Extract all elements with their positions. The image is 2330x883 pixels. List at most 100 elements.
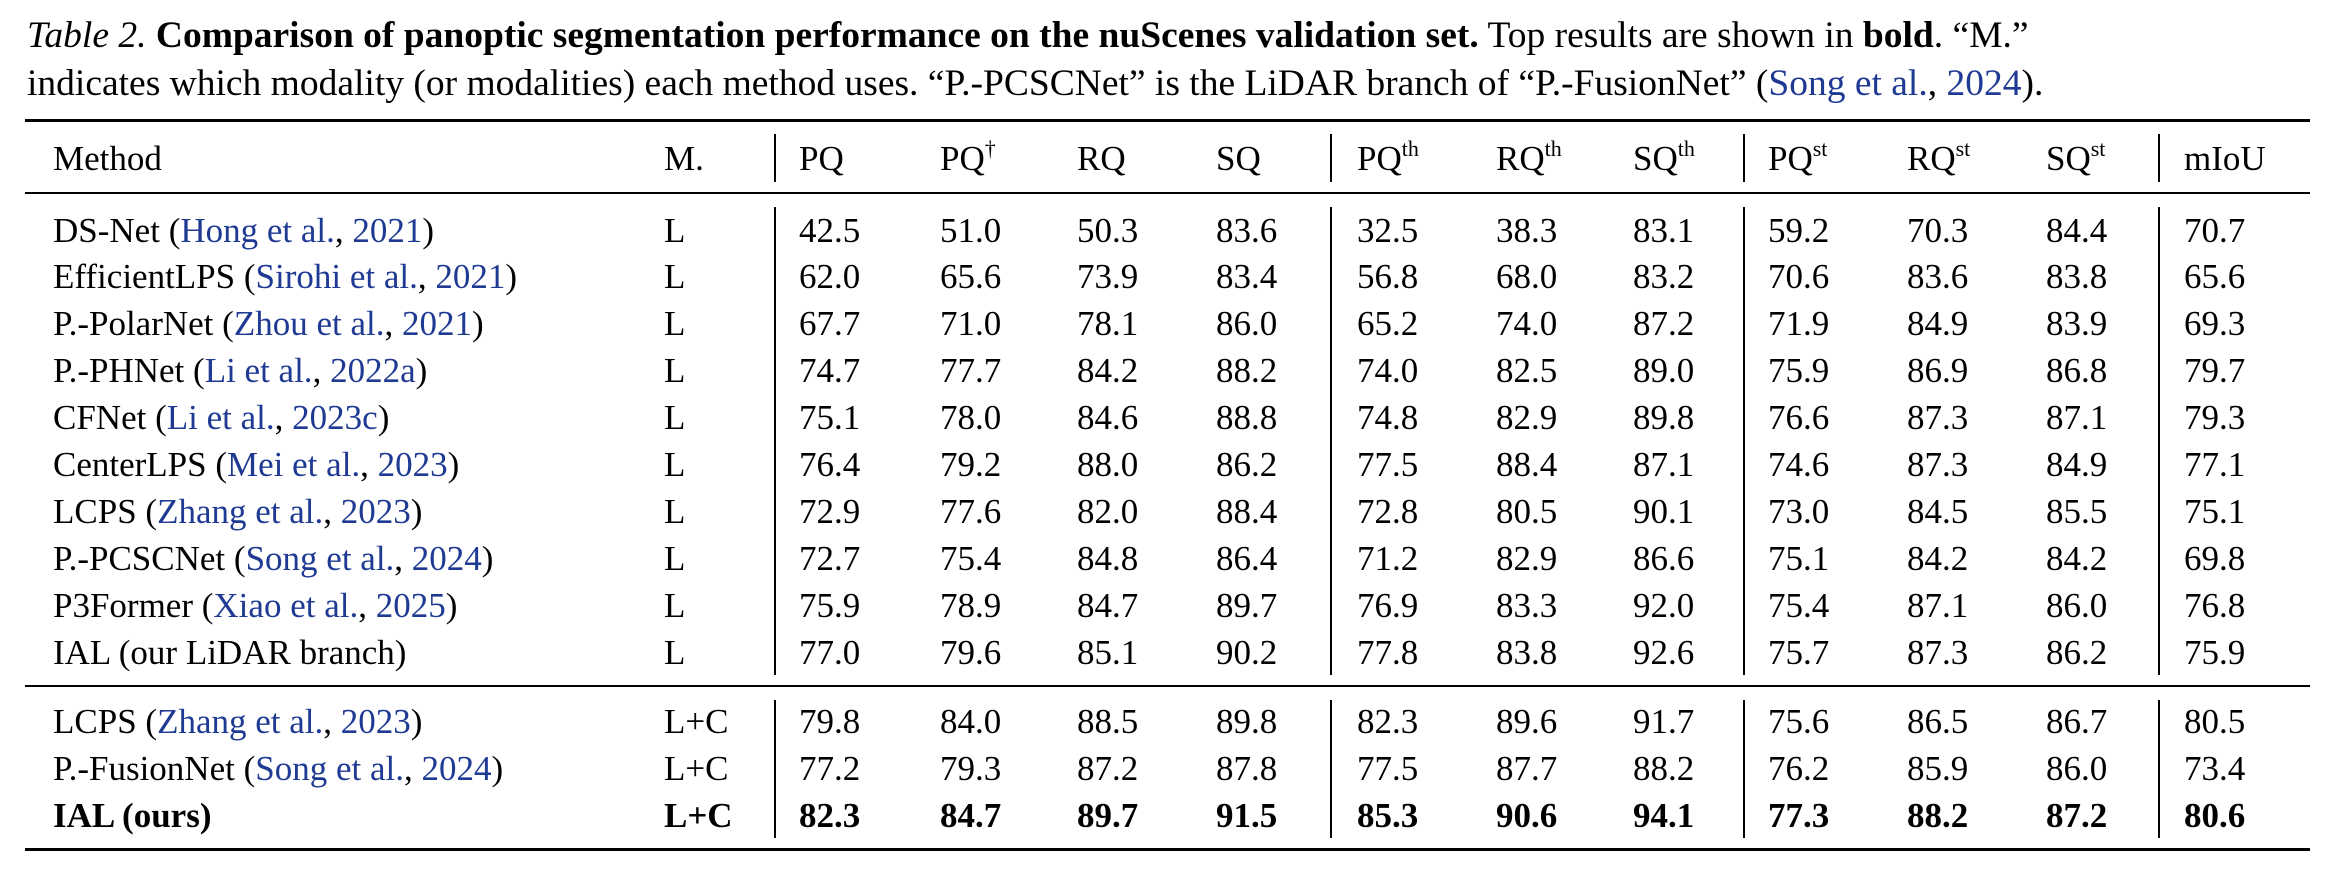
citation-author-link[interactable]: Li et al.	[204, 351, 313, 390]
column-header-base: RQ	[1496, 139, 1545, 178]
metric-value-cell: 79.7	[2184, 351, 2246, 390]
column-header: mIoU	[2184, 139, 2266, 179]
metric-value-cell: 82.0	[1077, 492, 1139, 531]
metric-value-cell: 78.1	[1077, 304, 1139, 343]
metric-value-cell: 80.5	[1496, 492, 1558, 531]
citation-author-link[interactable]: Sirohi et al.	[255, 257, 418, 296]
metric-value-cell: 75.4	[940, 539, 1002, 578]
column-header-base: RQ	[1077, 139, 1126, 178]
column-header: PQ	[799, 139, 844, 179]
citation-author-link[interactable]: Zhang et al.	[157, 492, 324, 531]
method-name-cell: CFNet (Li et al., 2023c)	[53, 398, 390, 437]
citation-author-link[interactable]: Hong et al.	[180, 211, 335, 250]
group-separator-rule	[25, 685, 2310, 687]
citation-year-link[interactable]: 2022a	[330, 351, 416, 390]
metric-value-cell: 65.2	[1357, 304, 1419, 343]
column-separator-group1	[1330, 207, 1332, 675]
metric-value-cell: 86.2	[2046, 633, 2108, 672]
citation-year-link[interactable]: 2024	[411, 539, 482, 578]
modality-cell: L	[664, 257, 686, 296]
citation-author-link[interactable]: Mei et al.	[227, 445, 361, 484]
method-name: P.-PolarNet	[53, 304, 214, 343]
metric-value-cell: 70.7	[2184, 211, 2246, 250]
metric-value-cell: 85.9	[1907, 749, 1969, 788]
metric-value-cell: 88.5	[1077, 702, 1139, 741]
column-header-superscript: th	[1677, 136, 1695, 161]
citation-author-link[interactable]: Zhou et al.	[233, 304, 385, 343]
modality-cell: L	[664, 586, 686, 625]
citation-year-link[interactable]: 2024	[421, 749, 492, 788]
column-header-superscript: †	[984, 136, 996, 161]
metric-value-cell: 77.0	[799, 633, 861, 672]
metric-value-cell: 80.5	[2184, 702, 2246, 741]
metric-value-cell: 84.5	[1907, 492, 1969, 531]
metric-value-cell: 87.1	[1633, 445, 1695, 484]
caption-citation-year[interactable]: 2024	[1946, 63, 2022, 104]
metric-value-cell: 75.6	[1768, 702, 1830, 741]
caption-citation-author[interactable]: Song et al.	[1768, 63, 1928, 104]
citation-author-link[interactable]: Song et al.	[245, 539, 395, 578]
metric-value-cell: 77.3	[1768, 796, 1830, 835]
caption-title: Comparison of panoptic segmentation perf…	[155, 15, 1479, 56]
metric-value-cell: 83.6	[1216, 211, 1278, 250]
metric-value-cell: 73.4	[2184, 749, 2246, 788]
metric-value-cell: 87.2	[2046, 796, 2108, 835]
citation-author-link[interactable]: Li et al.	[166, 398, 275, 437]
metric-value-cell: 88.2	[1216, 351, 1278, 390]
metric-value-cell: 88.2	[1633, 749, 1695, 788]
metric-value-cell: 73.0	[1768, 492, 1830, 531]
metric-value-cell: 77.6	[940, 492, 1002, 531]
citation-year-link[interactable]: 2023	[377, 445, 448, 484]
metric-value-cell: 80.6	[2184, 796, 2246, 835]
citation-year-link[interactable]: 2023c	[292, 398, 378, 437]
modality-cell: L	[664, 398, 686, 437]
column-header-superscript: st	[1955, 136, 1971, 161]
metric-value-cell: 42.5	[799, 211, 861, 250]
citation-author-link[interactable]: Song et al.	[255, 749, 404, 788]
metric-value-cell: 84.7	[940, 796, 1002, 835]
metric-value-cell: 75.1	[799, 398, 861, 437]
metric-value-cell: 89.7	[1216, 586, 1278, 625]
metric-value-cell: 89.6	[1496, 702, 1558, 741]
metric-value-cell: 71.2	[1357, 539, 1419, 578]
citation-year-link[interactable]: 2023	[340, 702, 411, 741]
citation-year-link[interactable]: 2021	[435, 257, 506, 296]
citation-year-link[interactable]: 2023	[340, 492, 411, 531]
modality-cell: L	[664, 304, 686, 343]
metric-value-cell: 87.8	[1216, 749, 1278, 788]
citation-author-link[interactable]: Zhang et al.	[157, 702, 324, 741]
citation-year-link[interactable]: 2025	[375, 586, 446, 625]
caption-text-1: Top results are shown in	[1478, 15, 1863, 56]
method-name: DS-Net	[53, 211, 160, 250]
column-header-base: mIoU	[2184, 139, 2266, 178]
metric-value-cell: 83.6	[1907, 257, 1969, 296]
metric-value-cell: 69.3	[2184, 304, 2246, 343]
caption-line2-end: ).	[2021, 63, 2044, 104]
method-name: P.-PHNet	[53, 351, 185, 390]
citation-year-link[interactable]: 2021	[401, 304, 472, 343]
metric-value-cell: 86.8	[2046, 351, 2108, 390]
metric-value-cell: 50.3	[1077, 211, 1139, 250]
method-name-cell: P.-FusionNet (Song et al., 2024)	[53, 749, 504, 788]
metric-value-cell: 51.0	[940, 211, 1002, 250]
citation-year-link[interactable]: 2021	[352, 211, 423, 250]
column-separator-header	[2158, 134, 2160, 182]
method-name: EfficientLPS	[53, 257, 236, 296]
column-header-base: SQ	[2046, 139, 2091, 178]
metric-value-cell: 70.3	[1907, 211, 1969, 250]
column-header-superscript: th	[1544, 136, 1562, 161]
metric-value-cell: 89.8	[1633, 398, 1695, 437]
header-rule	[25, 192, 2310, 194]
metric-value-cell: 75.9	[1768, 351, 1830, 390]
modality-cell: L	[664, 211, 686, 250]
method-name-cell: P.-PCSCNet (Song et al., 2024)	[53, 539, 494, 578]
metric-value-cell: 91.5	[1216, 796, 1278, 835]
metric-value-cell: 87.3	[1907, 633, 1969, 672]
caption-line2-text: indicates which modality (or modalities)…	[27, 63, 1769, 104]
metric-value-cell: 84.8	[1077, 539, 1139, 578]
metric-value-cell: 89.7	[1077, 796, 1139, 835]
citation-author-link[interactable]: Xiao et al.	[213, 586, 359, 625]
metric-value-cell: 83.2	[1633, 257, 1695, 296]
metric-value-cell: 75.9	[2184, 633, 2246, 672]
metric-value-cell: 84.0	[940, 702, 1002, 741]
